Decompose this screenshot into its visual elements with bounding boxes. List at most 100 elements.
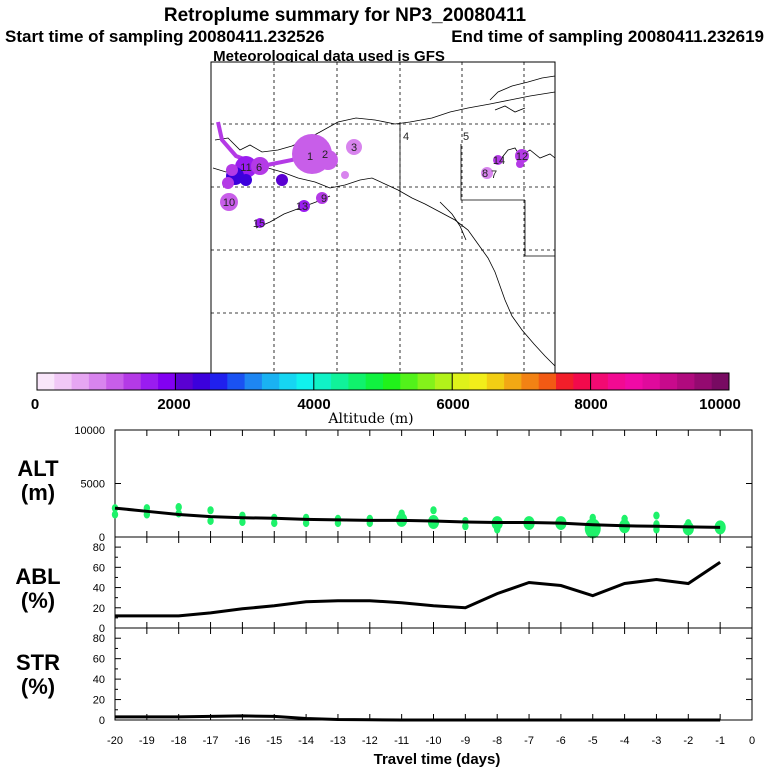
colorbar-segment	[37, 373, 55, 390]
abl-panel: 0 20 40 60 80	[93, 536, 753, 635]
plume-point	[621, 514, 628, 523]
map-frame	[210, 61, 556, 377]
colorbar-segment	[711, 373, 730, 390]
colorbar-segment	[400, 373, 419, 390]
plume-circle	[222, 177, 234, 189]
abl-panel-label-line2: (%)	[21, 588, 55, 613]
map-day-label: 14	[493, 155, 505, 167]
plume-point	[398, 509, 405, 518]
x-tick-label: -8	[492, 735, 502, 747]
x-tick-label: -9	[460, 735, 470, 747]
y-tick-label: 0	[99, 623, 105, 635]
plume-circle	[481, 167, 493, 179]
map-day-label: 7	[491, 169, 497, 181]
colorbar-segment	[140, 373, 159, 390]
y-tick-label: 5000	[81, 479, 105, 491]
colorbar-tick: 2000	[157, 396, 190, 413]
plume-point	[462, 522, 469, 531]
alt-panel-label-line2: (m)	[21, 480, 55, 505]
abl-line	[115, 561, 721, 618]
x-tick-label: -7	[524, 735, 534, 747]
plume-point	[589, 513, 596, 522]
colorbar-segment	[417, 373, 436, 390]
plume-point	[430, 506, 437, 515]
y-tick-label: 40	[93, 583, 105, 595]
x-tick-label: -11	[394, 735, 409, 747]
figure-title: Retroplume summary for NP3_20080411	[164, 5, 527, 26]
map-day-label: 10	[223, 197, 235, 209]
x-tick-label: 0	[749, 735, 755, 747]
plume-circle	[226, 164, 238, 176]
colorbar-segment	[538, 373, 557, 390]
x-tick-label: -19	[139, 735, 155, 747]
x-tick-label: -2	[683, 735, 693, 747]
x-tick-label: -16	[234, 735, 250, 747]
colorbar-segment	[659, 373, 678, 390]
y-tick-label: 80	[93, 542, 105, 554]
colorbar-segment	[625, 373, 643, 390]
x-tick-label: -5	[588, 735, 598, 747]
map-day-label: 9	[321, 193, 327, 205]
colorbar-segment	[261, 373, 280, 390]
colorbar-segment	[365, 373, 384, 390]
colorbar-segment	[590, 373, 609, 390]
map-day-label: 11	[240, 162, 251, 174]
panel-frame	[114, 536, 753, 629]
plume-point	[175, 503, 182, 512]
colorbar-segment	[106, 373, 124, 390]
plume-point	[239, 518, 246, 527]
x-tick-label: -4	[620, 735, 630, 747]
map-day-labels: 1 2 3 4 5 6 7 8 9 10 11 12 13 14 15	[223, 131, 528, 230]
colorbar-segment	[348, 373, 367, 390]
start-time-label: Start time of sampling 20080411.232526	[5, 27, 324, 46]
plume-point	[271, 519, 278, 528]
colorbar-segment	[573, 373, 592, 390]
map-day-label: 8	[482, 168, 488, 180]
map-day-label: 13	[296, 201, 308, 213]
colorbar-segment	[158, 373, 176, 390]
x-tick-label: -17	[203, 735, 219, 747]
map-day-label: 6	[256, 162, 262, 174]
end-time-label: End time of sampling 20080411.232619	[451, 27, 764, 46]
plume-circle	[251, 157, 269, 175]
colorbar-segment	[54, 373, 73, 390]
plume-point	[494, 525, 501, 534]
map-day-label: 3	[351, 142, 357, 154]
colorbar-segment	[677, 373, 695, 390]
map-day-label: 4	[403, 131, 409, 143]
map-day-label: 12	[516, 151, 528, 163]
y-tick-label: 0	[99, 715, 105, 727]
colorbar-segment	[469, 373, 488, 390]
plume-circle	[516, 160, 524, 168]
x-tick-label: -1	[715, 735, 725, 747]
y-tick-label: 20	[93, 603, 105, 615]
colorbar-segment	[521, 373, 540, 390]
x-tick-label: -3	[652, 735, 662, 747]
colorbar-segment	[175, 373, 194, 390]
x-tick-label: -10	[426, 735, 442, 747]
plume-circle	[255, 218, 265, 228]
colorbar-segment	[296, 373, 315, 390]
plume-circle	[220, 193, 238, 211]
colorbar-segment	[434, 373, 453, 390]
map-panel: 1 2 3 4 5 6 7 8 9 10 11 12 13 14 15	[210, 61, 556, 377]
met-data-label: Meteorological data used is GFS	[213, 48, 445, 65]
mean-altitude-line	[114, 506, 721, 529]
x-tick-label: -6	[556, 735, 566, 747]
plume-circle	[493, 155, 503, 165]
coastlines	[212, 75, 556, 367]
colorbar-segment	[88, 373, 107, 390]
colorbar-tick: 0	[31, 396, 39, 413]
map-graticule	[211, 62, 555, 376]
y-tick-label: 40	[93, 674, 105, 686]
plume-circle	[318, 150, 338, 170]
plume-clusters	[220, 134, 529, 228]
x-tick-label: -12	[362, 735, 378, 747]
plume-circle	[515, 149, 529, 163]
x-tick-label: -20	[107, 735, 123, 747]
colorbar-segment	[452, 373, 470, 390]
plume-point	[111, 510, 119, 519]
colorbar-tick: 8000	[574, 396, 607, 413]
colorbar-segment	[123, 373, 142, 390]
colorbar-segment	[279, 373, 297, 390]
